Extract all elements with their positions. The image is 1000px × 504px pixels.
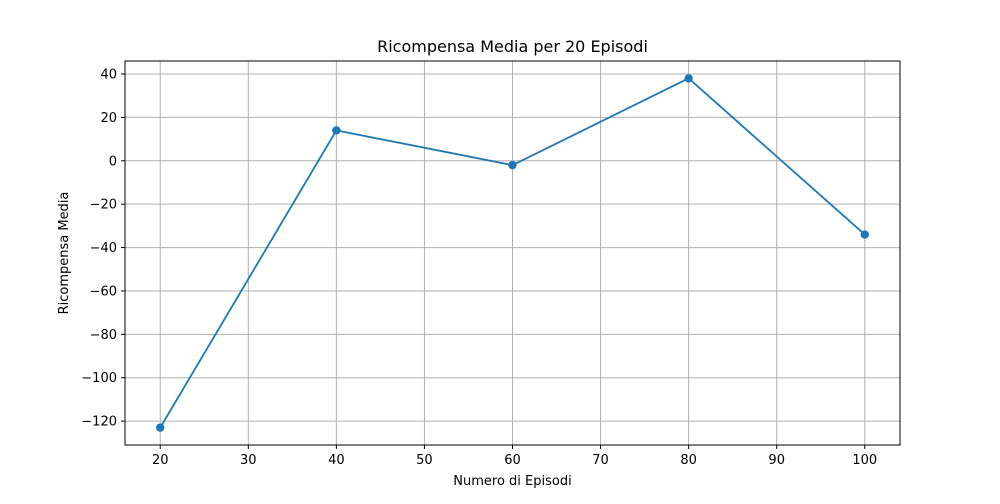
series-layer: [156, 74, 869, 432]
y-tick-label: 20: [100, 111, 117, 126]
x-tick-label: 50: [416, 453, 433, 468]
y-tick-label: −100: [81, 371, 117, 386]
x-tick-label: 30: [240, 453, 257, 468]
data-point: [684, 74, 693, 83]
chart-title: Ricompensa Media per 20 Episodi: [377, 37, 648, 56]
y-axis-label: Ricompensa Media: [57, 192, 72, 315]
y-tick-label: 0: [109, 154, 117, 169]
y-tick-label: −120: [81, 415, 117, 430]
y-tick-label: −20: [90, 198, 117, 213]
data-point: [156, 423, 165, 432]
data-point: [508, 160, 517, 170]
data-point: [860, 230, 869, 239]
y-tick-label: −60: [90, 284, 117, 299]
tick-layer: 20 30 40 50 60 70 80 90 100 −120 −100 −80 −60 −40 −20 0…: [81, 68, 877, 468]
grid-layer: [125, 61, 900, 445]
y-tick-label: −80: [90, 328, 117, 343]
x-tick-label: 70: [592, 453, 609, 468]
data-point: [332, 126, 341, 135]
x-tick-label: 80: [680, 453, 697, 468]
x-tick-label: 60: [504, 453, 521, 468]
x-tick-label: 40: [328, 453, 345, 468]
x-tick-label: 90: [768, 453, 785, 468]
y-tick-label: 40: [100, 68, 117, 83]
x-tick-label: 100: [852, 453, 877, 468]
x-tick-label: 20: [152, 453, 169, 468]
x-axis-label: Numero di Episodi: [453, 474, 571, 489]
y-tick-label: −40: [90, 241, 117, 256]
